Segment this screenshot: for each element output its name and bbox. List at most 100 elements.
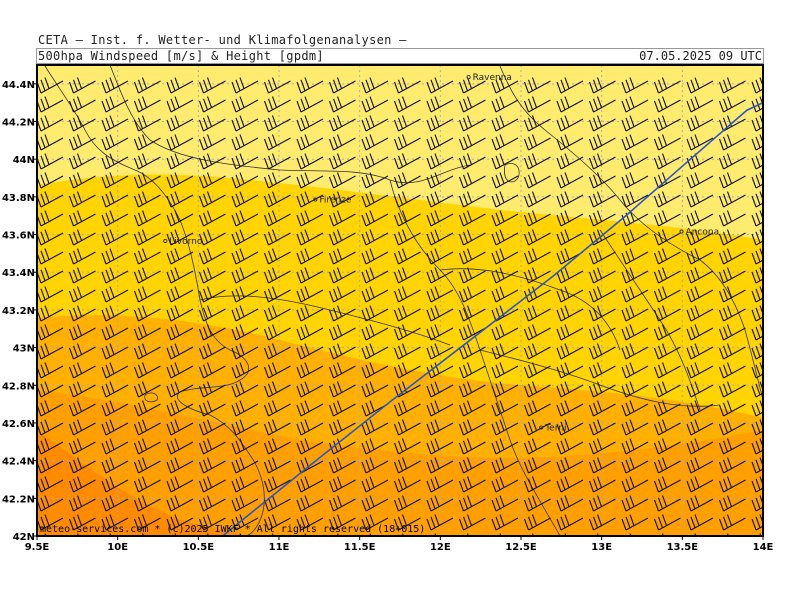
barb-feather: [133, 195, 140, 208]
barb-feather: [369, 115, 375, 127]
barb-feather: [40, 79, 46, 91]
barb-staff: [755, 525, 763, 531]
barb-feather: [72, 79, 79, 91]
barb-feather: [499, 324, 505, 336]
barb-staff: [40, 422, 64, 436]
wind-barb: [588, 324, 616, 341]
barb-feather: [622, 538, 626, 549]
barb-feather: [271, 438, 278, 450]
barb-feather: [296, 157, 302, 170]
wind-barb: [198, 153, 226, 170]
wind-barb: [621, 419, 649, 436]
barb-staff: [625, 213, 649, 227]
barb-feather: [296, 404, 302, 417]
barb-feather: [231, 271, 237, 284]
barb-feather: [560, 155, 566, 167]
wind-barb: [166, 438, 194, 455]
barb-feather: [198, 442, 205, 455]
barb-staff: [625, 403, 649, 417]
barb-feather: [629, 172, 635, 184]
wind-barb: [231, 267, 259, 284]
barb-staff: [203, 251, 226, 265]
barb-staff: [365, 175, 389, 189]
barb-feather: [365, 497, 371, 509]
barb-staff: [528, 251, 551, 265]
barb-staff: [365, 327, 389, 341]
barb-staff: [430, 403, 454, 417]
barb-feather: [755, 326, 761, 338]
barb-feather: [133, 328, 140, 341]
barb-feather: [523, 138, 530, 151]
barb-feather: [101, 385, 107, 398]
barb-feather: [653, 347, 660, 360]
wind-barb: [686, 267, 714, 284]
barb-staff: [170, 517, 194, 531]
barb-feather: [560, 98, 566, 110]
wind-barb: [101, 210, 129, 227]
barb-staff: [73, 289, 96, 303]
barb-staff: [268, 327, 291, 341]
wind-barb: [523, 438, 551, 455]
barb-feather: [523, 423, 530, 436]
barb-feather: [304, 115, 310, 127]
barb-feather: [133, 157, 140, 170]
barb-feather: [426, 138, 432, 151]
barb-staff: [398, 80, 421, 94]
barb-feather: [137, 402, 144, 414]
barb-feather: [336, 400, 343, 412]
wind-barb: [101, 457, 129, 474]
barb-feather: [462, 193, 469, 205]
barb-feather: [231, 347, 237, 360]
wind-barb: [426, 248, 454, 265]
barb-feather: [690, 193, 696, 205]
barb-feather: [365, 212, 371, 224]
barb-feather: [44, 419, 50, 431]
barb-staff: [73, 99, 96, 113]
barb-feather: [661, 343, 668, 355]
barb-feather: [206, 96, 213, 108]
wind-barb: [491, 362, 519, 379]
barb-staff: [333, 251, 356, 265]
barb-staff: [528, 498, 551, 512]
wind-barb: [588, 210, 616, 227]
barb-staff: [625, 517, 649, 531]
barb-staff: [105, 99, 129, 113]
wind-barb: [653, 229, 681, 246]
barb-staff: [268, 308, 291, 322]
barb-staff: [268, 194, 291, 208]
barb-feather: [44, 210, 50, 222]
barb-feather: [564, 381, 570, 393]
barb-staff: [365, 460, 389, 474]
barb-feather: [336, 172, 343, 184]
barb-staff: [463, 156, 486, 170]
barb-feather: [300, 155, 306, 167]
barb-staff: [658, 346, 681, 360]
barb-feather: [564, 153, 570, 165]
wind-barb: [426, 495, 454, 512]
barb-staff: [268, 498, 291, 512]
barb-staff: [170, 460, 194, 474]
barb-staff: [365, 156, 389, 170]
barb-feather: [430, 345, 436, 357]
wind-barb: [68, 324, 96, 341]
barb-feather: [621, 385, 627, 398]
barb-staff: [430, 156, 454, 170]
barb-feather: [718, 290, 725, 303]
barb-feather: [621, 157, 627, 170]
barb-feather: [101, 480, 107, 493]
barb-feather: [694, 343, 700, 355]
wind-barb: [198, 248, 226, 265]
barb-feather: [68, 309, 75, 322]
wind-barb: [523, 153, 551, 170]
barb-feather: [198, 214, 205, 227]
barb-feather: [141, 514, 148, 526]
wind-barb: [458, 267, 486, 284]
barb-feather: [393, 233, 400, 246]
wind-barb: [166, 96, 194, 113]
barb-feather: [686, 423, 692, 436]
barb-staff: [268, 517, 291, 531]
barb-feather: [556, 442, 562, 455]
barb-feather: [629, 381, 635, 393]
wind-barb: [133, 400, 161, 417]
barb-staff: [625, 327, 649, 341]
